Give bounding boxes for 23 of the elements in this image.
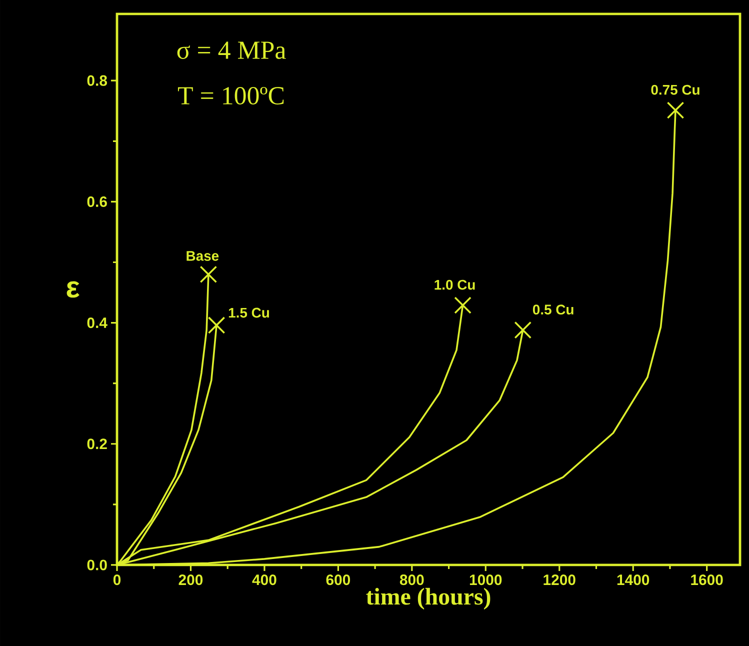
series-label: 1.5 Cu xyxy=(228,308,269,318)
y-tick-label: 0.6 xyxy=(87,196,107,207)
series-label: 1.0 Cu xyxy=(434,280,475,290)
series-label: Base xyxy=(186,251,219,261)
x-tick-label: 1000 xyxy=(470,574,502,586)
x-tick-label: 0 xyxy=(113,574,121,586)
x-tick-label: 600 xyxy=(326,574,350,586)
y-tick-label: 0.0 xyxy=(87,560,107,570)
annotation: σ = 4 MPa xyxy=(177,42,286,59)
series-label: 0.75 Cu xyxy=(651,84,700,95)
y-tick-label: 0.2 xyxy=(87,438,107,450)
x-tick-label: 400 xyxy=(252,574,276,586)
x-tick-label: 1400 xyxy=(617,574,650,586)
series-label: 0.5 Cu xyxy=(532,304,574,315)
x-tick-label: 1600 xyxy=(691,574,723,586)
y-tick-label: 0.8 xyxy=(87,75,108,86)
x-axis-title: time (hours) xyxy=(366,588,490,610)
y-axis-title: ε xyxy=(66,281,80,298)
x-tick-label: 200 xyxy=(178,574,203,586)
x-tick-label: 1200 xyxy=(544,574,576,586)
x-tick-label: 800 xyxy=(400,574,424,586)
annotation: T = 100ºC xyxy=(178,86,284,104)
y-tick-label: 0.4 xyxy=(87,317,108,328)
